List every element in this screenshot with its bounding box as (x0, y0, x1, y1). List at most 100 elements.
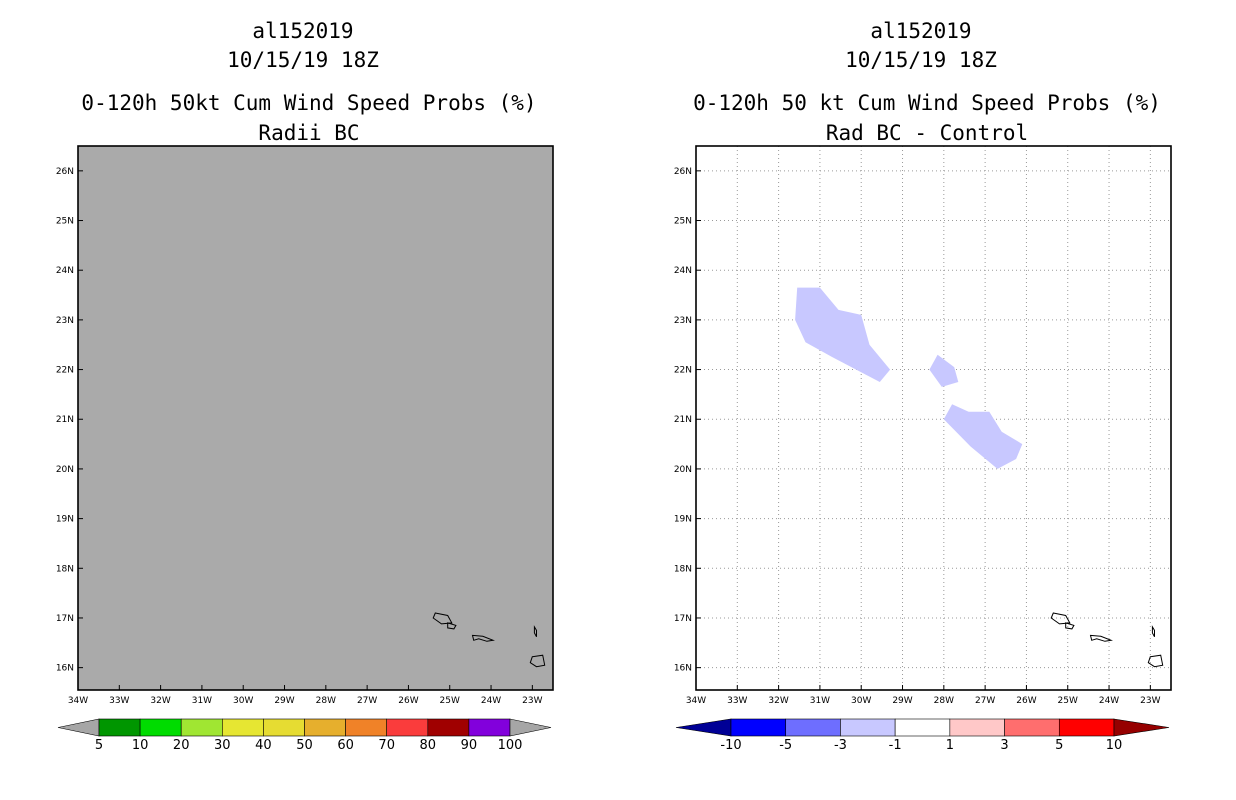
colorbar-lower-triangle (675, 718, 732, 737)
probability-field (78, 146, 553, 690)
island-santo-antao (1050, 612, 1071, 625)
colorbar-label: -10 (720, 738, 741, 753)
difference-region-southeast-lobe (943, 404, 1023, 469)
lat-tick-label: 17N (56, 614, 74, 624)
map-rad-bc-minus-control: 34W 33W 32W 31W 30W 29W 28W 27W 26W 25W 24W 23W 16N 1… (674, 145, 1172, 753)
lat-tick-label: 21N (56, 415, 74, 425)
colorbar-box (949, 718, 1005, 737)
plot-subtitle: Rad BC - Control (825, 121, 1029, 145)
plot-frame (695, 145, 1172, 691)
colorbar-label: 50 (296, 738, 313, 753)
lon-tick-label: 33W (727, 696, 747, 706)
colorbar-box (139, 718, 182, 737)
island-sao-nicolau (1089, 634, 1113, 642)
island-boa-vista (1147, 654, 1164, 668)
panel-radii-bc: al152019 10/15/19 18Z 0-120h 50kt Cum Wi… (56, 19, 554, 753)
colorbar-label: 5 (1055, 738, 1063, 753)
colorbar-box (345, 718, 388, 737)
colorbar-label: 90 (461, 738, 478, 753)
colorbar-box (840, 718, 896, 737)
plot-title: 0-120h 50kt Cum Wind Speed Probs (%) (81, 91, 537, 115)
colorbar-label: 10 (132, 738, 149, 753)
lat-tick-label: 20N (674, 465, 692, 475)
colorbar-label: 70 (378, 738, 395, 753)
colorbar-label: -5 (779, 738, 792, 753)
colorbar-label: 80 (420, 738, 437, 753)
date-label: 10/15/19 18Z (845, 48, 997, 72)
colorbar-label: 30 (214, 738, 231, 753)
lon-tick-label: 32W (768, 696, 788, 706)
colorbar-label: 60 (337, 738, 354, 753)
colorbar-upper-triangle (1113, 718, 1170, 737)
lat-tick-label: 24N (674, 266, 692, 276)
colorbar-label: -1 (889, 738, 902, 753)
lat-tick-label: 24N (56, 266, 74, 276)
lon-tick-label: 33W (109, 696, 129, 706)
storm-id-label: al152019 (252, 19, 354, 43)
map-radii-bc: 34W 33W 32W 31W 30W 29W 28W 27W 26W 25W 24W 23W 16N 1… (56, 145, 554, 753)
colorbar-box (730, 718, 787, 737)
lat-tick-label: 16N (56, 664, 74, 674)
island-boa-vista (529, 654, 546, 668)
lat-tick-label: 18N (56, 564, 74, 574)
lon-tick-label: 23W (522, 696, 542, 706)
colorbar-label: 20 (173, 738, 190, 753)
lat-tick-label: 20N (56, 465, 74, 475)
lon-tick-label: 26W (1016, 696, 1036, 706)
plot-frame (77, 145, 554, 691)
colorbar-label: 3 (1000, 738, 1008, 753)
lat-tick-label: 18N (674, 564, 692, 574)
island-boa-vista-sal (533, 625, 537, 638)
lat-tick-label: 22N (674, 366, 692, 376)
lon-tick-label: 27W (975, 696, 995, 706)
plot-title: 0-120h 50 kt Cum Wind Speed Probs (%) (693, 91, 1161, 115)
lat-tick-label: 16N (674, 664, 692, 674)
lat-tick-label: 19N (674, 515, 692, 525)
difference-region-northwest-lobe (795, 287, 891, 382)
colorbar-box (386, 718, 429, 737)
lat-tick-label: 21N (674, 415, 692, 425)
colorbar-box (468, 718, 511, 737)
lon-tick-label: 28W (316, 696, 336, 706)
island-sao-vicente (447, 622, 457, 630)
lat-tick-label: 17N (674, 614, 692, 624)
colorbar-box (1004, 718, 1060, 737)
lon-tick-label: 29W (892, 696, 912, 706)
lat-tick-label: 26N (56, 167, 74, 177)
lon-tick-label: 31W (810, 696, 830, 706)
colorbar-box (785, 718, 841, 737)
lon-tick-label: 24W (1099, 696, 1119, 706)
colorbar-lower-triangle (57, 718, 100, 737)
colorbar-box (427, 718, 470, 737)
lon-tick-label: 25W (1058, 696, 1078, 706)
lon-tick-label: 31W (192, 696, 212, 706)
colorbar-box (1058, 718, 1115, 737)
colorbar-label: 10 (1106, 738, 1123, 753)
colorbar-box (98, 718, 141, 737)
island-santo-antao (432, 612, 453, 625)
colorbar-upper-triangle (509, 718, 552, 737)
colorbar-label: 100 (498, 738, 523, 753)
island-sao-vicente (1065, 622, 1075, 630)
colorbar-label: -3 (834, 738, 847, 753)
lon-tick-label: 34W (68, 696, 88, 706)
colorbar-label: 1 (946, 738, 954, 753)
difference-region-central-patch (929, 354, 959, 387)
island-sao-nicolau (471, 634, 495, 642)
lat-tick-label: 23N (674, 316, 692, 326)
colorbar-label: 40 (255, 738, 272, 753)
colorbar-label: 5 (95, 738, 103, 753)
lat-tick-label: 22N (56, 366, 74, 376)
lon-tick-label: 32W (150, 696, 170, 706)
lon-tick-label: 24W (481, 696, 501, 706)
lon-tick-label: 29W (274, 696, 294, 706)
date-label: 10/15/19 18Z (227, 48, 379, 72)
storm-id-label: al152019 (870, 19, 972, 43)
island-boa-vista-sal (1151, 625, 1155, 638)
lon-tick-label: 34W (686, 696, 706, 706)
lon-tick-label: 30W (851, 696, 871, 706)
lon-tick-label: 23W (1140, 696, 1160, 706)
lat-tick-label: 23N (56, 316, 74, 326)
colorbar-box (180, 718, 223, 737)
colorbar-box (894, 718, 951, 737)
